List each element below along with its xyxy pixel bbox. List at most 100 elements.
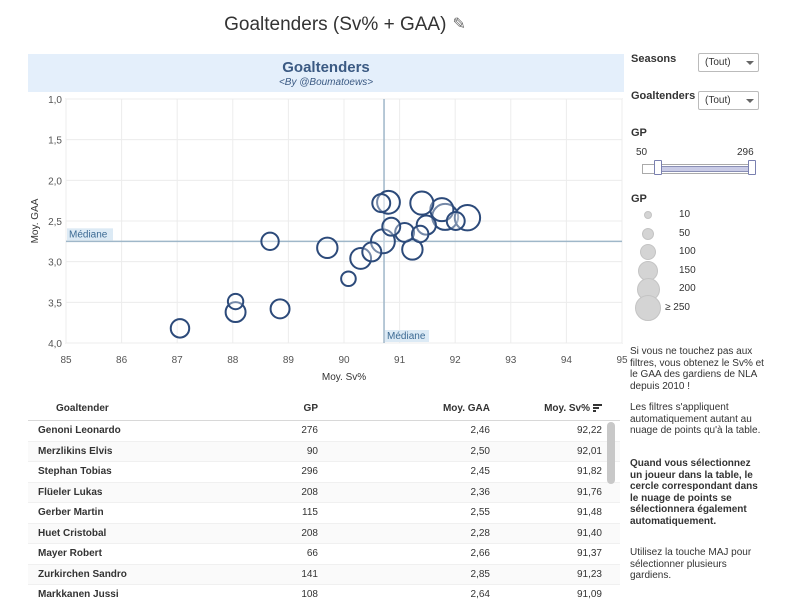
cell-goaltender: Stephan Tobias [38, 466, 112, 478]
header-goaltender[interactable]: Goaltender [56, 403, 109, 414]
cell-sv: 92,22 [576, 425, 602, 437]
cell-goaltender: Huet Cristobal [38, 527, 107, 539]
header-gp[interactable]: GP [303, 403, 318, 414]
data-point[interactable] [361, 241, 383, 263]
sort-descending-icon[interactable] [593, 404, 602, 412]
legend-item[interactable]: 100 [630, 244, 800, 264]
y-tick-label: 2,0 [48, 176, 62, 187]
data-point[interactable] [169, 318, 191, 339]
goaltenders-dropdown-value: (Tout) [705, 95, 731, 106]
legend-item[interactable]: 200 [630, 277, 800, 301]
cell-gaa: 2,85 [470, 568, 490, 580]
seasons-dropdown-value: (Tout) [705, 57, 731, 68]
data-point[interactable] [445, 211, 466, 231]
table-row[interactable]: Zurkirchen Sandro 141 2,85 91,23 [28, 564, 620, 585]
table-scrollbar[interactable] [606, 420, 616, 605]
table-header: Goaltender GP Moy. GAA Moy. Sv% [28, 397, 620, 421]
x-tick-label: 93 [505, 355, 517, 366]
x-axis-label: Moy. Sv% [322, 372, 366, 383]
cell-goaltender: Zurkirchen Sandro [38, 568, 127, 580]
x-tick-label: 90 [338, 355, 350, 366]
table-row[interactable]: Stephan Tobias 296 2,45 91,82 [28, 462, 620, 483]
data-point[interactable] [349, 247, 373, 270]
data-point[interactable] [453, 204, 482, 232]
cell-gp: 208 [301, 527, 318, 539]
cell-sv: 91,23 [576, 568, 602, 580]
table-row[interactable]: Huet Cristobal 208 2,28 91,40 [28, 523, 620, 544]
data-point[interactable] [371, 193, 392, 214]
scatter-plot[interactable]: 85 86 87 88 89 90 91 92 93 94 95 1,0 1,5 2,0 2,5 3,0 3,… [0, 90, 630, 390]
table-row[interactable]: Markkanen Jussi 108 2,64 91,09 [28, 585, 620, 605]
pencil-icon[interactable]: ✎ [452, 16, 466, 33]
header-sv-label: Moy. Sv% [544, 403, 590, 414]
y-axis-ticks: 1,0 1,5 2,0 2,5 3,0 3,5 4,0 [48, 95, 62, 350]
legend-item[interactable]: 10 [630, 207, 800, 227]
gp-max-handle[interactable] [748, 160, 756, 175]
data-point[interactable] [415, 214, 437, 236]
cell-goaltender: Flüeler Lukas [38, 486, 103, 498]
goaltender-table: Goaltender GP Moy. GAA Moy. Sv% Genoni L… [28, 397, 620, 605]
x-axis-ticks: 85 86 87 88 89 90 91 92 93 94 95 [60, 355, 628, 366]
gp-min-value: 50 [636, 147, 648, 158]
cell-gp: 115 [302, 507, 318, 519]
cell-sv: 91,48 [576, 507, 602, 519]
cell-gp: 276 [301, 425, 318, 437]
chart-header: Goaltenders <By @Boumatoews> [28, 54, 624, 92]
cell-goaltender: Genoni Leonardo [38, 425, 121, 437]
page-title-text: Goaltenders (Sv% + GAA) [224, 14, 447, 35]
table-row[interactable]: Genoni Leonardo 276 2,46 92,22 [28, 421, 620, 442]
data-point[interactable] [409, 190, 435, 216]
cell-goaltender: Gerber Martin [38, 507, 104, 519]
size-legend-title: GP [631, 193, 647, 205]
goaltenders-dropdown[interactable]: (Tout) [698, 91, 759, 110]
median-label-horizontal: Médiane [69, 229, 108, 240]
data-point[interactable] [376, 189, 401, 215]
data-point[interactable] [340, 270, 357, 288]
median-lines: Médiane Médiane [66, 99, 622, 343]
goaltenders-filter-label: Goaltenders [631, 90, 696, 102]
cell-gaa: 2,50 [470, 445, 490, 457]
table-row[interactable]: Merzlikins Elvis 90 2,50 92,01 [28, 441, 620, 462]
description-3: Quand vous sélectionnez un joueur dans l… [630, 458, 758, 527]
y-axis-label: Moy. GAA [30, 198, 41, 243]
cell-gp: 108 [301, 589, 318, 601]
data-point[interactable] [410, 224, 430, 244]
data-point[interactable] [381, 216, 402, 237]
y-tick-label: 2,5 [48, 217, 62, 228]
header-gaa[interactable]: Moy. GAA [442, 403, 490, 414]
legend-label: 200 [679, 283, 696, 294]
data-point[interactable] [316, 236, 339, 260]
cell-gp: 208 [301, 486, 318, 498]
scrollbar-thumb[interactable] [607, 422, 615, 484]
cell-sv: 91,82 [576, 466, 602, 478]
cell-gp: 141 [301, 568, 318, 580]
data-point[interactable] [269, 298, 291, 320]
seasons-dropdown[interactable]: (Tout) [698, 53, 759, 72]
table-body: Genoni Leonardo 276 2,46 92,22 Merzlikins El… [28, 421, 620, 605]
cell-goaltender: Markkanen Jussi [38, 589, 119, 601]
y-tick-label: 1,0 [48, 95, 62, 106]
legend-item[interactable]: ≥ 250 [630, 294, 800, 321]
cell-gaa: 2,55 [470, 507, 490, 519]
x-tick-label: 85 [60, 355, 72, 366]
table-row[interactable]: Mayer Robert 66 2,66 91,37 [28, 544, 620, 565]
data-points[interactable] [169, 189, 482, 339]
header-sv[interactable]: Moy. Sv% [490, 403, 602, 414]
table-row[interactable]: Gerber Martin 115 2,55 91,48 [28, 503, 620, 524]
data-point[interactable] [226, 292, 245, 311]
cell-gp: 296 [301, 466, 318, 478]
cell-gp: 66 [306, 548, 318, 560]
x-tick-label: 86 [116, 355, 128, 366]
cell-gp: 90 [306, 445, 318, 457]
cell-goaltender: Mayer Robert [38, 548, 102, 560]
gp-min-handle[interactable] [654, 160, 662, 175]
gp-filter-label: GP [631, 127, 647, 139]
x-tick-label: 87 [172, 355, 184, 366]
x-tick-label: 88 [227, 355, 239, 366]
data-point[interactable] [260, 231, 280, 252]
legend-item[interactable]: 50 [630, 226, 800, 246]
page-title: Goaltenders (Sv% + GAA) ✎ [0, 14, 690, 36]
x-tick-label: 92 [450, 355, 462, 366]
table-row[interactable]: Flüeler Lukas 208 2,36 91,76 [28, 482, 620, 503]
legend-circle [642, 227, 654, 240]
